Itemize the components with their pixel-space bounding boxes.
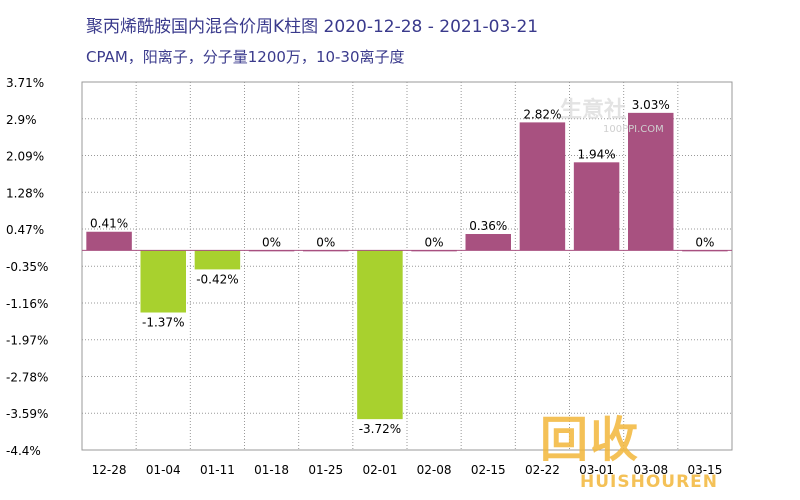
x-tick-label: 03-01 [579, 463, 614, 477]
y-tick-label: 0.47% [6, 223, 44, 237]
x-tick-label: 03-08 [633, 463, 668, 477]
watermark-top: 生意社 [560, 98, 627, 123]
y-tick-label: -3.59% [6, 407, 48, 421]
bar [573, 162, 620, 251]
x-tick-label: 03-15 [687, 463, 722, 477]
y-tick-label: -1.16% [6, 297, 48, 311]
bar [140, 250, 186, 313]
bar-value-label: 0% [262, 235, 281, 249]
bar-value-label: 2.82% [523, 107, 561, 121]
y-tick-label: -0.35% [6, 260, 48, 274]
bar-value-label: 0.41% [90, 217, 128, 231]
x-tick-label: 01-04 [146, 463, 181, 477]
bar-value-label: 0.36% [469, 219, 507, 233]
bar-value-label: -0.42% [196, 272, 238, 286]
bar-value-label: 1.94% [578, 147, 616, 161]
y-tick-label: 2.09% [6, 150, 44, 164]
bar-value-label: 0% [695, 235, 714, 249]
watermark-top-sub: 100PPI.COM [603, 124, 664, 135]
y-tick-label: 3.71% [6, 76, 44, 90]
x-tick-label: 02-15 [471, 463, 506, 477]
y-tick-label: -4.4% [6, 444, 41, 458]
y-tick-label: -1.97% [6, 334, 48, 348]
y-tick-label: 1.28% [6, 186, 44, 200]
y-tick-label: -2.78% [6, 370, 48, 384]
x-tick-label: 02-22 [525, 463, 560, 477]
watermark-bottom: 回收 [540, 412, 641, 468]
y-tick-label: 2.9% [6, 113, 37, 127]
bar-value-label: -1.37% [142, 316, 184, 330]
x-tick-label: 01-25 [308, 463, 343, 477]
bar-value-label: -3.72% [359, 422, 401, 436]
x-tick-label: 02-08 [417, 463, 452, 477]
x-tick-label: 01-11 [200, 463, 235, 477]
bar [86, 231, 132, 251]
bar-value-label: 0% [316, 235, 335, 249]
x-tick-label: 12-28 [92, 463, 127, 477]
x-tick-label: 01-18 [254, 463, 289, 477]
watermark-bottom-sub: HUISHOUREN [580, 472, 719, 492]
bar [519, 122, 566, 251]
bar [357, 250, 403, 420]
x-tick-label: 02-01 [362, 463, 397, 477]
bar [194, 250, 241, 270]
chart-title: 聚丙烯酰胺国内混合价周K柱图 2020-12-28 - 2021-03-21 [86, 17, 539, 37]
bar-value-label: 3.03% [632, 98, 670, 112]
bar-value-label: 0% [425, 235, 444, 249]
chart-subtitle: CPAM，阳离子，分子量1200万，10-30离子度 [86, 48, 405, 66]
bar [465, 234, 511, 251]
bar [628, 112, 674, 251]
